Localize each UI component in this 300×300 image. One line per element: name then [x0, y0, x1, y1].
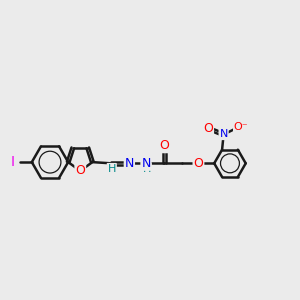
Text: O: O: [75, 164, 85, 177]
Text: I: I: [11, 155, 15, 169]
Text: H: H: [108, 164, 116, 174]
Text: O: O: [194, 157, 203, 170]
Text: O: O: [203, 122, 213, 135]
Text: N: N: [219, 129, 228, 139]
Text: O⁻: O⁻: [234, 122, 248, 132]
Text: O: O: [159, 139, 169, 152]
Text: N: N: [141, 157, 151, 170]
Text: N: N: [125, 157, 134, 170]
Text: H: H: [142, 164, 151, 174]
